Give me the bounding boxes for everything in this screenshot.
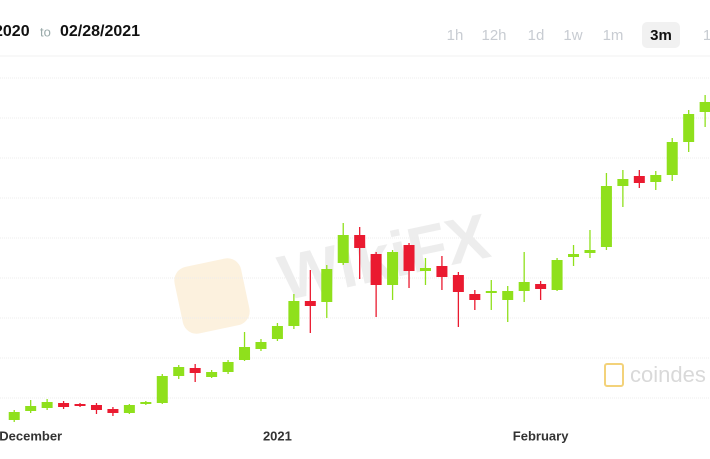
watermarks: WikiFX coindes bbox=[174, 200, 706, 387]
candle-body bbox=[189, 368, 201, 373]
candle-body bbox=[41, 402, 53, 408]
watermark: WikiFX bbox=[272, 200, 495, 315]
active-range-bg bbox=[642, 22, 680, 48]
candle-body bbox=[107, 409, 119, 413]
candle-body bbox=[288, 301, 300, 326]
watermark-icon bbox=[604, 363, 624, 387]
candle-body bbox=[485, 291, 497, 293]
candle-body bbox=[551, 260, 563, 290]
candle-body bbox=[403, 245, 415, 271]
candle-body bbox=[156, 376, 168, 403]
candle-body bbox=[239, 347, 251, 360]
candle-body bbox=[222, 362, 234, 372]
candle-body bbox=[337, 235, 349, 263]
range-button[interactable]: 1d bbox=[528, 27, 545, 44]
range-button[interactable]: 12h bbox=[481, 27, 506, 44]
watermark: coindes bbox=[630, 362, 706, 387]
x-tick-label: December bbox=[0, 428, 62, 443]
x-axis: December 2021 February bbox=[0, 428, 569, 443]
candle-body bbox=[502, 291, 514, 300]
candle-body bbox=[535, 284, 547, 289]
candle-body bbox=[304, 301, 316, 306]
candle-body bbox=[25, 406, 37, 411]
candle-body bbox=[90, 405, 102, 410]
range-buttons: 1h 12h 1d 1w 1m 3m 1 bbox=[447, 22, 710, 48]
candle-body bbox=[584, 250, 596, 253]
candle-body bbox=[8, 412, 20, 420]
candle-body bbox=[699, 102, 710, 112]
candle-body bbox=[206, 372, 218, 377]
candle-body bbox=[633, 176, 645, 183]
candle-body bbox=[255, 342, 267, 349]
candle-body bbox=[271, 326, 283, 339]
candle-body bbox=[568, 254, 580, 257]
candle-body bbox=[600, 186, 612, 247]
candle-body bbox=[650, 175, 662, 182]
candle-body bbox=[173, 367, 185, 376]
candle-body bbox=[321, 269, 333, 302]
range-button[interactable]: 1 bbox=[703, 27, 710, 44]
x-tick-label: February bbox=[513, 428, 569, 443]
candle-body bbox=[140, 402, 152, 404]
candle-body bbox=[683, 114, 695, 142]
watermark-logo bbox=[174, 258, 250, 334]
candle-body bbox=[452, 275, 464, 292]
candles bbox=[8, 95, 710, 422]
candle-body bbox=[387, 252, 399, 285]
candle-body bbox=[518, 282, 530, 291]
candle-body bbox=[419, 268, 431, 271]
range-button[interactable]: 3m bbox=[650, 27, 672, 44]
candle-body bbox=[354, 235, 366, 248]
range-to: 02/28/2021 bbox=[60, 23, 140, 40]
candle-body bbox=[617, 179, 629, 186]
range-from: 2020 bbox=[0, 23, 30, 40]
x-tick-label: 2021 bbox=[263, 428, 292, 443]
range-button[interactable]: 1h bbox=[447, 27, 464, 44]
candle-body bbox=[469, 294, 481, 300]
candle-body bbox=[123, 405, 135, 413]
range-button[interactable]: 1m bbox=[603, 27, 624, 44]
range-button[interactable]: 1w bbox=[563, 27, 582, 44]
candle-body bbox=[58, 403, 70, 407]
candle-body bbox=[74, 404, 86, 406]
candle-body bbox=[666, 142, 678, 175]
candle-body bbox=[370, 254, 382, 285]
candle-body bbox=[436, 266, 448, 277]
grid bbox=[0, 77, 710, 399]
range-joiner: to bbox=[40, 24, 51, 39]
